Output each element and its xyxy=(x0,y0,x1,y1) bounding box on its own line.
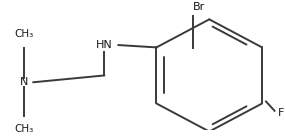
Text: N: N xyxy=(20,77,28,87)
Text: CH₃: CH₃ xyxy=(14,124,33,135)
Text: F: F xyxy=(277,108,284,118)
Text: CH₃: CH₃ xyxy=(14,29,33,39)
Text: Br: Br xyxy=(193,1,205,12)
Text: HN: HN xyxy=(96,40,113,50)
